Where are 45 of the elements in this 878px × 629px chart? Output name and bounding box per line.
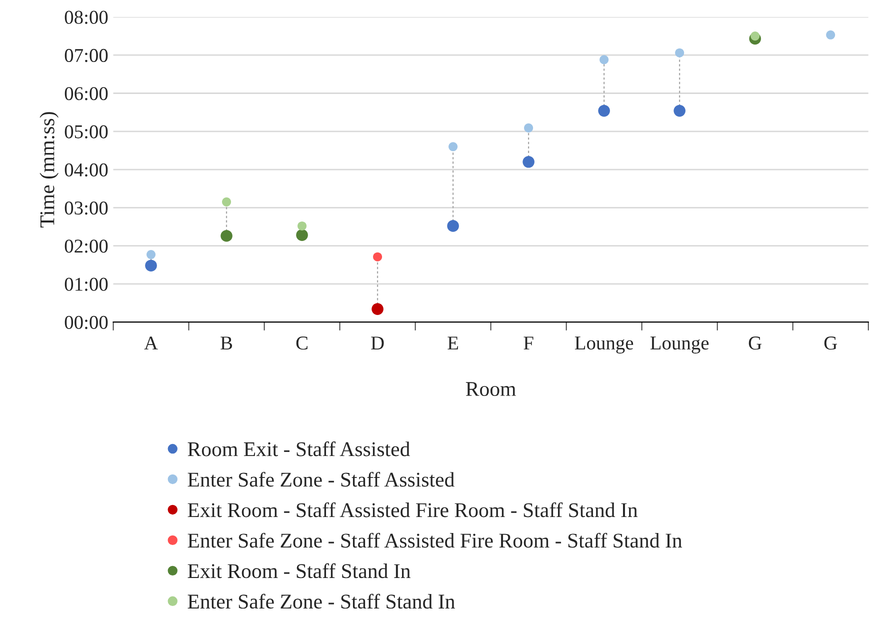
point [222, 197, 232, 206]
y-axis-title: Time (mm:ss) [40, 112, 59, 228]
x-tick-label: A [144, 336, 158, 350]
x-axis-title: Room [466, 382, 516, 396]
legend-label: Enter Safe Zone - Staff Assisted [188, 472, 454, 487]
point [372, 303, 384, 315]
point [298, 221, 307, 230]
legend-label: Exit Room - Staff Stand In [188, 563, 410, 578]
y-tick-label: 00:00 [64, 316, 108, 330]
x-tick-label: G [824, 336, 837, 350]
point [296, 229, 308, 242]
point [750, 32, 760, 41]
x-tick-label: C [296, 336, 308, 350]
legend-label: Room Exit - Staff Assisted [188, 441, 410, 456]
y-tick-label: 04:00 [64, 163, 108, 177]
legend-label: Enter Safe Zone - Staff Assisted Fire Room - Staff Stand In [188, 532, 682, 548]
legend-label: Enter Safe Zone - Staff Stand In [188, 594, 455, 609]
y-tick-label: 01:00 [64, 278, 108, 291]
point [220, 230, 232, 242]
x-tick-label: D [371, 336, 384, 350]
point [145, 260, 157, 272]
x-tick-label: F [524, 336, 534, 350]
legend-label: Exit Room - Staff Assisted Fire Room - Staff Stand In [188, 502, 638, 518]
y-tick-label: 05:00 [64, 125, 108, 138]
y-tick-label: 08:00 [64, 10, 108, 24]
point [146, 250, 156, 260]
x-tick-label: E [448, 336, 458, 350]
point [522, 156, 534, 168]
x-tick-label: Lounge [650, 336, 709, 354]
x-tick-label: Lounge [574, 336, 634, 354]
point [447, 220, 459, 232]
x-tick-label: B [220, 336, 232, 350]
y-tick-label: 07:00 [64, 48, 108, 62]
x-tick-label: G [748, 336, 762, 350]
y-tick-label: 02:00 [64, 240, 108, 253]
point [600, 55, 609, 64]
point [524, 123, 534, 132]
y-tick-label: 06:00 [64, 87, 108, 100]
point [598, 104, 610, 117]
point [448, 142, 458, 152]
point [373, 252, 382, 262]
point [674, 104, 686, 117]
point [675, 48, 684, 58]
y-tick-label: 03:00 [64, 201, 108, 215]
point [826, 30, 836, 40]
